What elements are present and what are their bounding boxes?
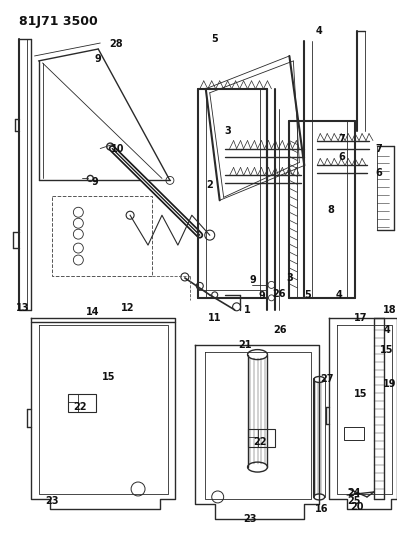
Text: 9: 9	[249, 275, 256, 285]
Text: 19: 19	[383, 379, 397, 390]
Text: 4: 4	[384, 325, 390, 335]
Text: 13: 13	[16, 303, 29, 313]
Text: 23: 23	[243, 514, 256, 524]
Bar	[344, 427, 364, 440]
Text: 4: 4	[316, 26, 323, 36]
Text: 9: 9	[92, 177, 99, 188]
Text: 21: 21	[238, 340, 251, 350]
Text: 7: 7	[376, 143, 382, 154]
Text: 6: 6	[376, 168, 382, 179]
Text: 7: 7	[339, 134, 345, 143]
Text: 6: 6	[339, 151, 345, 161]
Text: 8: 8	[328, 205, 335, 215]
Text: 15: 15	[380, 345, 394, 354]
Text: 5: 5	[304, 290, 311, 300]
Text: 23: 23	[46, 496, 59, 506]
Text: 18: 18	[383, 305, 397, 315]
Text: 17: 17	[354, 313, 368, 323]
Text: 26: 26	[274, 325, 287, 335]
Text: 15: 15	[101, 373, 115, 383]
Text: 9: 9	[95, 54, 101, 64]
Text: 12: 12	[121, 303, 135, 313]
Bar	[248, 429, 275, 447]
Text: 10: 10	[111, 143, 125, 154]
Text: 4: 4	[336, 290, 343, 300]
Bar	[68, 394, 96, 413]
Text: 15: 15	[354, 390, 368, 399]
Text: 20: 20	[350, 502, 364, 512]
Text: 14: 14	[86, 307, 99, 317]
Text: 26: 26	[273, 289, 286, 299]
Text: 28: 28	[109, 39, 123, 49]
Text: 11: 11	[208, 313, 221, 323]
Text: 25: 25	[347, 496, 361, 506]
Text: 5: 5	[211, 34, 218, 44]
Text: 3: 3	[286, 273, 293, 283]
Text: 1: 1	[244, 305, 251, 315]
Text: 16: 16	[314, 504, 328, 514]
Text: 81J71 3500: 81J71 3500	[19, 15, 98, 28]
Text: 22: 22	[74, 402, 87, 413]
Text: 27: 27	[320, 375, 334, 384]
Text: 22: 22	[253, 437, 266, 447]
Text: 3: 3	[224, 126, 231, 135]
Bar	[53, 196, 152, 276]
Text: 2: 2	[206, 180, 213, 190]
Text: 24: 24	[347, 488, 361, 498]
Text: 9: 9	[258, 291, 265, 301]
